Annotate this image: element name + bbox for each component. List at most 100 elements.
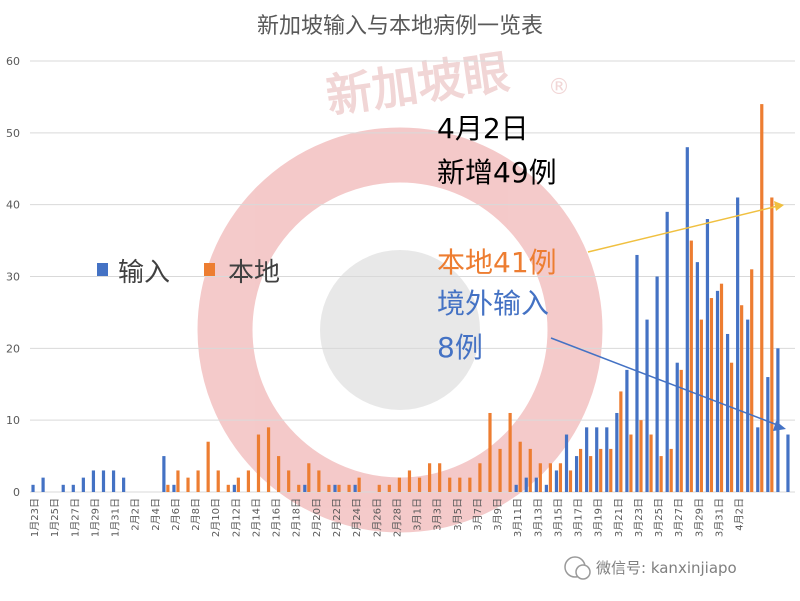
bar-local xyxy=(649,434,653,492)
bar-local xyxy=(639,420,643,492)
x-axis: 1月23日 1月25日 1月27日 1月29日 1月31日 2月2日 2月4日 2月6日 2月8… xyxy=(29,498,746,537)
bar-local xyxy=(719,283,724,492)
bar-local xyxy=(669,448,673,492)
arrow-local-head xyxy=(774,201,784,211)
bar-local xyxy=(528,448,532,492)
x-tick-label: 3月17日 xyxy=(573,498,585,537)
y-tick-label: 50 xyxy=(6,127,20,140)
bar-imported xyxy=(776,348,780,492)
bar-local xyxy=(508,412,512,492)
watermark-registered: ® xyxy=(548,75,570,100)
bar-imported xyxy=(665,211,669,492)
bar-local xyxy=(740,305,744,492)
x-tick-label: 3月27日 xyxy=(673,498,685,537)
arrow-imported xyxy=(550,337,781,427)
footer: 微信号: kanxinjiapo xyxy=(564,556,737,580)
bar-imported xyxy=(81,477,85,492)
x-tick-label: 2月18日 xyxy=(291,498,303,537)
x-tick-label: 2月24日 xyxy=(351,498,363,537)
x-tick-label: 2月22日 xyxy=(331,498,343,537)
bar-local xyxy=(357,477,361,492)
bar-local xyxy=(679,369,683,492)
bar-imported xyxy=(645,319,649,492)
bar-imported xyxy=(71,484,75,492)
bar-local xyxy=(750,269,754,492)
x-tick-label: 2月20日 xyxy=(311,498,323,537)
bar-imported xyxy=(61,484,65,492)
bar-imported xyxy=(31,484,35,492)
bar-imported xyxy=(564,434,569,492)
bar-imported xyxy=(544,484,548,492)
annotation-local: 本地41例 xyxy=(437,246,557,279)
bar-imported xyxy=(111,470,116,492)
bar-imported xyxy=(232,484,236,492)
bar-local xyxy=(488,412,492,492)
annotation-date: 4月2日 xyxy=(437,112,529,145)
x-tick-label: 2月12日 xyxy=(230,498,242,537)
bar-local xyxy=(337,484,341,492)
bar-local xyxy=(387,484,391,492)
x-tick-label: 1月29日 xyxy=(89,498,101,537)
x-tick-label: 1月23日 xyxy=(29,498,41,537)
x-tick-label: 2月4日 xyxy=(150,498,162,531)
bar-local xyxy=(317,470,321,492)
watermark: 新加坡眼 ® xyxy=(197,45,603,533)
bar-local xyxy=(498,448,502,492)
bar-local xyxy=(297,484,301,492)
x-tick-label: 3月29日 xyxy=(693,498,705,537)
bar-local xyxy=(287,470,291,492)
bar-imported xyxy=(101,470,106,492)
x-tick-label: 3月31日 xyxy=(714,498,726,537)
bar-local xyxy=(196,470,200,492)
bar-local xyxy=(729,362,734,492)
x-tick-label: 3月13日 xyxy=(532,498,544,537)
bars xyxy=(31,104,790,493)
x-tick-label: 2月2日 xyxy=(130,498,142,531)
bar-local xyxy=(438,463,442,492)
bar-imported xyxy=(635,254,639,492)
x-tick-label: 2月8日 xyxy=(190,498,202,531)
bar-local xyxy=(558,463,563,492)
x-tick-label: 2月26日 xyxy=(371,498,383,537)
x-tick-label: 3月25日 xyxy=(653,498,665,537)
y-tick-label: 40 xyxy=(6,199,20,212)
x-tick-label: 3月15日 xyxy=(553,498,565,537)
bar-local xyxy=(478,463,482,492)
bar-local xyxy=(246,470,251,492)
y-tick-label: 10 xyxy=(6,414,20,427)
wechat-icon-small xyxy=(575,564,591,580)
bar-imported xyxy=(715,290,720,492)
x-tick-label: 3月11日 xyxy=(512,498,524,537)
bar-imported xyxy=(655,276,659,492)
annotation-imported-line2: 8例 xyxy=(437,331,483,364)
bar-local xyxy=(609,448,613,492)
bar-local xyxy=(427,463,432,492)
bar-local xyxy=(458,477,462,492)
bar-imported xyxy=(746,319,750,492)
x-tick-label: 3月23日 xyxy=(633,498,645,537)
x-tick-label: 1月27日 xyxy=(69,498,81,537)
bar-local xyxy=(699,319,703,492)
bar-local xyxy=(226,484,230,492)
bar-local xyxy=(307,463,311,492)
bar-local xyxy=(548,463,552,492)
bar-imported xyxy=(534,477,538,492)
arrow-local xyxy=(587,205,779,253)
bar-local xyxy=(619,391,623,492)
bar-imported xyxy=(524,477,528,492)
bar-imported xyxy=(122,477,126,492)
bar-imported xyxy=(625,369,629,492)
bar-local xyxy=(589,456,593,492)
bar-local xyxy=(236,477,240,492)
bar-imported xyxy=(736,197,740,492)
bar-imported xyxy=(685,147,689,492)
bar-imported xyxy=(162,456,166,492)
x-tick-label: 3月9日 xyxy=(492,498,504,531)
legend-swatch-local xyxy=(204,263,215,276)
legend-label-imported: 输入 xyxy=(118,258,170,288)
bar-imported xyxy=(353,484,357,492)
x-tick-label: 2月28日 xyxy=(391,498,403,537)
watermark-center xyxy=(320,250,480,410)
bar-local xyxy=(166,484,170,492)
